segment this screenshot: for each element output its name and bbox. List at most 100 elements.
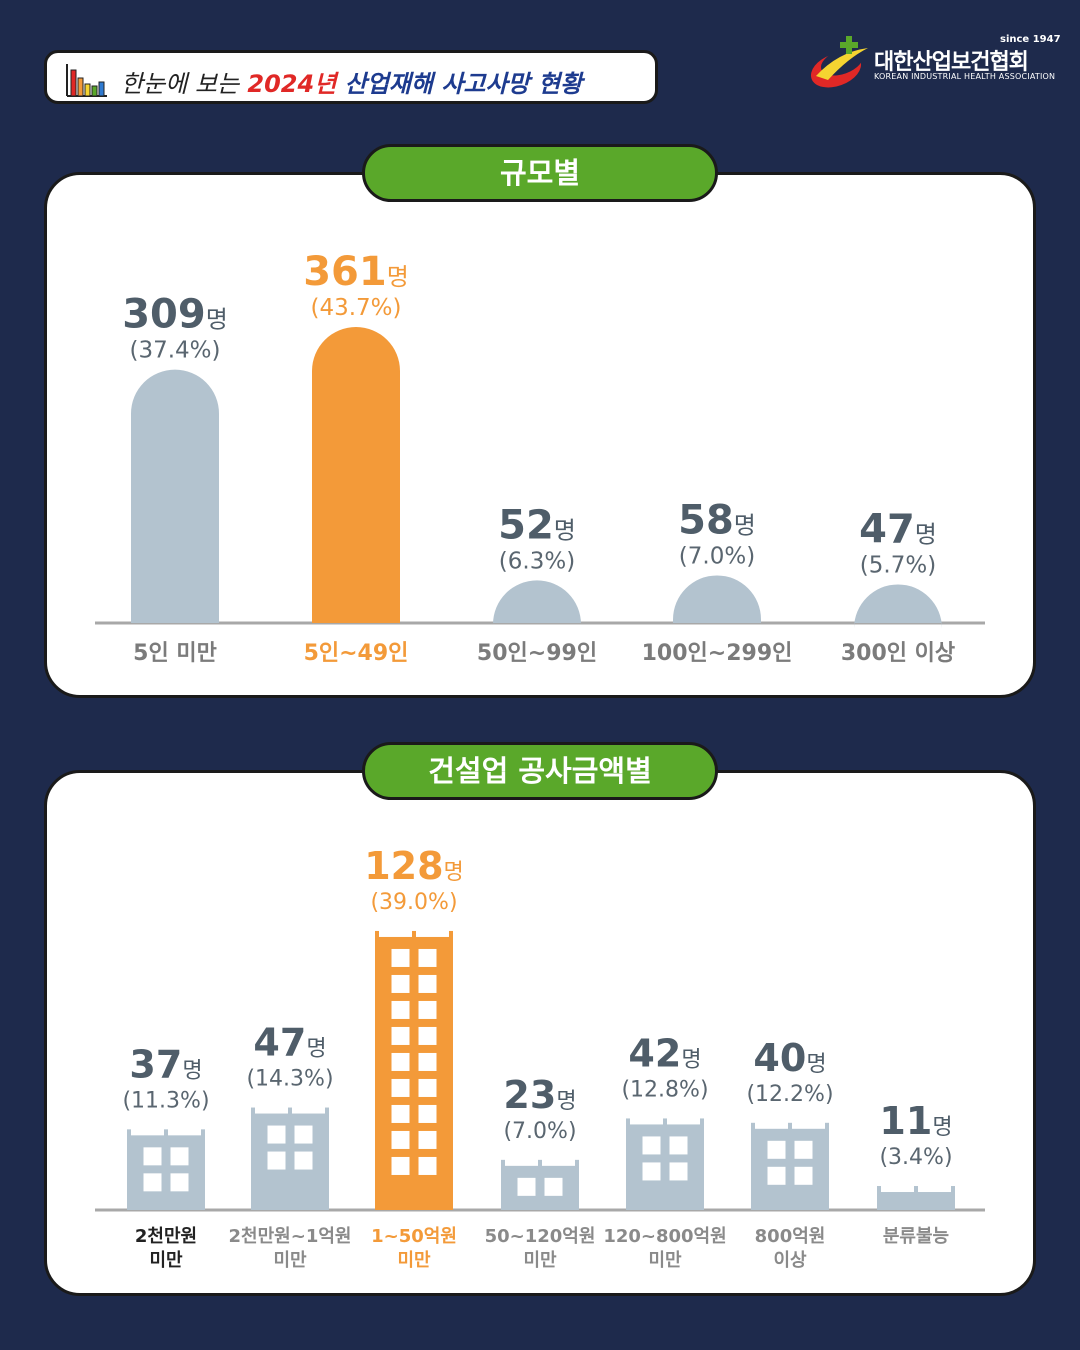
- building-parapet: [877, 1186, 881, 1195]
- building-parapet: [251, 1107, 255, 1116]
- building-window: [767, 1140, 786, 1159]
- construction-category-label: 미만: [149, 1250, 183, 1271]
- section-title-construction: 건설업 공사금액별: [362, 742, 718, 800]
- construction-value-number: 128: [364, 844, 443, 888]
- construction-value-unit: 명: [182, 1058, 202, 1083]
- size-value-number: 47: [859, 506, 915, 552]
- building-window: [794, 1140, 813, 1159]
- size-category-label: 50인~99인: [477, 641, 597, 666]
- building-window: [794, 1166, 813, 1185]
- building-window: [418, 1130, 437, 1149]
- size-bar: [493, 580, 581, 625]
- building-window: [544, 1177, 563, 1196]
- construction-value-label: 37명: [129, 1042, 202, 1086]
- building-parapet: [288, 1107, 292, 1116]
- building-parapet: [751, 1122, 755, 1131]
- building-parapet: [700, 1118, 704, 1127]
- building-window: [391, 1052, 410, 1071]
- construction-value-label: 23명: [503, 1073, 576, 1117]
- building-window: [391, 1000, 410, 1019]
- size-value-unit: 명: [387, 263, 409, 291]
- construction-category-label: 50~120억원: [485, 1226, 596, 1247]
- size-percent-label: (7.0%): [679, 543, 755, 569]
- construction-value-number: 47: [253, 1021, 306, 1065]
- construction-value-label: 11명: [879, 1099, 952, 1143]
- building-window: [391, 948, 410, 967]
- construction-value-unit: 명: [444, 860, 464, 885]
- title-suffix: 산업재해 사고사망 현황: [344, 70, 583, 98]
- building-window: [294, 1125, 313, 1144]
- building-window: [767, 1166, 786, 1185]
- building-parapet: [951, 1186, 955, 1195]
- building-window: [418, 1078, 437, 1097]
- building-parapet: [127, 1129, 131, 1138]
- size-value-number: 361: [303, 249, 387, 295]
- building-bar: [251, 1107, 329, 1210]
- size-value-label: 52명: [498, 502, 576, 548]
- section-title-size: 규모별: [362, 144, 718, 202]
- size-value-unit: 명: [206, 306, 228, 334]
- size-value-number: 52: [498, 502, 554, 548]
- building-window: [170, 1173, 189, 1192]
- building-window: [418, 1000, 437, 1019]
- logo-emblem-icon: [810, 36, 868, 88]
- construction-value-label: 40명: [753, 1036, 826, 1080]
- building-parapet: [825, 1122, 829, 1131]
- building-window: [143, 1173, 162, 1192]
- construction-value-number: 40: [753, 1036, 806, 1080]
- building-window: [418, 1104, 437, 1123]
- construction-percent-label: (12.8%): [621, 1077, 708, 1102]
- building-window: [517, 1177, 536, 1196]
- size-value-label: 47명: [859, 506, 937, 552]
- construction-category-label: 2천만원: [135, 1226, 197, 1247]
- building-window: [391, 1104, 410, 1123]
- title-year: 2024년: [247, 70, 337, 98]
- construction-category-label: 미만: [648, 1250, 682, 1271]
- building-bar: [127, 1129, 205, 1210]
- construction-category-label: 이상: [773, 1250, 807, 1271]
- header-title-box: 한눈에 보는 2024년 산업재해 사고사망 현황: [44, 50, 658, 104]
- building-window: [143, 1147, 162, 1166]
- building-window: [391, 974, 410, 993]
- construction-percent-label: (11.3%): [122, 1088, 209, 1113]
- building-parapet: [788, 1122, 792, 1131]
- building-body: [127, 1135, 205, 1210]
- building-bar: [626, 1118, 704, 1210]
- building-parapet: [538, 1159, 542, 1168]
- building-window: [418, 1052, 437, 1071]
- construction-value-unit: 명: [306, 1037, 326, 1062]
- page-title: 한눈에 보는 2024년 산업재해 사고사망 현황: [121, 64, 582, 99]
- size-percent-label: (6.3%): [499, 548, 575, 574]
- construction-category-label: 1~50억원: [371, 1226, 457, 1247]
- construction-value-number: 37: [129, 1042, 182, 1086]
- size-percent-label: (5.7%): [860, 552, 936, 578]
- building-body: [626, 1124, 704, 1210]
- size-value-label: 58명: [678, 497, 756, 543]
- construction-value-unit: 명: [932, 1115, 952, 1140]
- building-window: [294, 1151, 313, 1170]
- building-parapet: [201, 1129, 205, 1138]
- size-value-label: 361명: [303, 249, 409, 295]
- construction-value-unit: 명: [806, 1052, 826, 1077]
- building-body: [751, 1128, 829, 1210]
- building-window: [391, 1130, 410, 1149]
- building-parapet: [412, 930, 416, 939]
- building-window: [267, 1151, 286, 1170]
- size-category-label: 100인~299인: [642, 641, 793, 666]
- association-logo: since 1947 대한산업보건협회 KOREAN INDUSTRIAL HE…: [808, 32, 1061, 92]
- building-parapet: [164, 1129, 168, 1138]
- size-value-number: 309: [122, 292, 206, 338]
- construction-category-label: 2천만원~1억원: [229, 1226, 352, 1247]
- building-body: [501, 1165, 579, 1210]
- building-window: [418, 974, 437, 993]
- building-window: [267, 1125, 286, 1144]
- building-body: [375, 936, 453, 1210]
- bar-chart-icon: [66, 64, 107, 97]
- logo-name-en: KOREAN INDUSTRIAL HEALTH ASSOCIATION: [874, 72, 1056, 81]
- construction-percent-label: (12.2%): [746, 1082, 833, 1107]
- size-category-label: 5인~49인: [304, 641, 409, 666]
- logo-since: since 1947: [1000, 34, 1061, 45]
- building-parapet: [626, 1118, 630, 1127]
- size-value-unit: 명: [915, 520, 937, 548]
- building-bar: [375, 930, 453, 1210]
